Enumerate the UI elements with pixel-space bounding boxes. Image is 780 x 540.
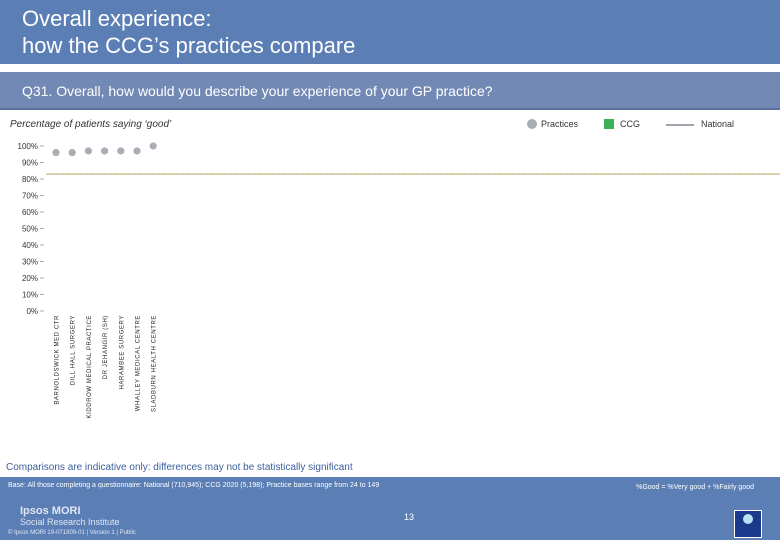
practice-point: [117, 147, 125, 155]
x-tick-label: KIDDROW MEDICAL PRACTICE: [87, 315, 93, 419]
practice-point: [101, 147, 109, 155]
x-tick-label: WHALLEY MEDICAL CENTRE: [136, 315, 142, 411]
data-points: [52, 142, 157, 157]
practice-point: [84, 147, 92, 155]
y-tick-label: 50%: [22, 225, 38, 234]
x-axis-labels: BARNOLDSWICK MED CTR DILL HALL SURGERY KID…: [55, 315, 158, 419]
x-tick-label: BARNOLDSWICK MED CTR: [55, 315, 61, 405]
copyright-text: © Ipsos MORI 19-071809-01 | Version 1 | …: [8, 530, 136, 536]
question-band: Q31. Overall, how would you describe you…: [0, 72, 780, 110]
practice-point: [133, 147, 141, 155]
legend-ccg-label: CCG: [620, 119, 640, 129]
page-number: 13: [404, 512, 415, 522]
y-tick-label: 0%: [26, 307, 38, 316]
y-axis: 100% 90% 80% 70% 60% 50% 40% 30% 20% 10% 0%: [18, 142, 44, 316]
definition-text: %Good = %Very good + %Fairly good: [636, 484, 754, 491]
x-tick-label: DILL HALL SURGERY: [71, 315, 77, 385]
chart: 100% 90% 80% 70% 60% 50% 40% 30% 20% 10% 0% BARNOL…: [18, 142, 780, 419]
y-tick-label: 90%: [22, 159, 38, 168]
y-tick-label: 10%: [22, 291, 38, 300]
legend-practices-label: Practices: [541, 119, 579, 129]
page-title-line-1: Overall experience:: [22, 6, 212, 31]
practice-point: [52, 149, 60, 157]
y-tick-label: 60%: [22, 208, 38, 217]
question-text: Q31. Overall, how would you describe you…: [22, 83, 493, 99]
practice-point: [68, 149, 76, 157]
legend-ccg-marker: [604, 119, 614, 129]
logo-ipsos-mori: Ipsos MORI: [20, 505, 81, 517]
title-band: Overall experience: how the CCG’s practi…: [0, 0, 780, 64]
x-tick-label: DR JEHANGIR (SH): [103, 315, 109, 379]
logo-institute: Social Research Institute: [20, 517, 120, 527]
legend-national-marker: [666, 124, 694, 126]
y-tick-label: 30%: [22, 258, 38, 267]
y-tick-label: 40%: [22, 241, 38, 250]
y-tick-label: 20%: [22, 274, 38, 283]
y-tick-label: 100%: [18, 142, 38, 151]
x-tick-label: HARAMBEE SURGERY: [119, 315, 125, 390]
chart-subtitle: Percentage of patients saying ‘good’: [10, 119, 172, 130]
ipsos-logo-icon: [734, 510, 762, 538]
practice-point: [149, 142, 157, 150]
y-tick-label: 80%: [22, 175, 38, 184]
x-tick-label: SLADBURN HEALTH CENTRE: [152, 315, 158, 412]
footer-band: [0, 477, 780, 540]
legend-national-label: National: [701, 119, 735, 129]
comparison-note: Comparisons are indicative only: differe…: [6, 462, 353, 473]
legend-practices-marker: [527, 119, 537, 129]
base-text: Base: All those completing a questionnai…: [8, 482, 380, 489]
page-title-line-2: how the CCG’s practices compare: [22, 33, 356, 58]
y-tick-label: 70%: [22, 192, 38, 201]
